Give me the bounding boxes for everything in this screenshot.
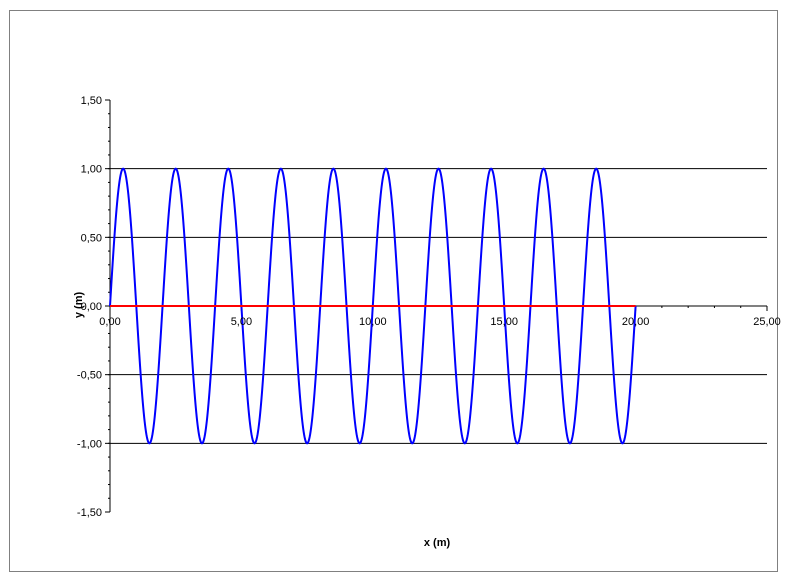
y-tick-label: 0,50 [81, 232, 102, 244]
y-tick-label: -1,50 [77, 507, 102, 519]
y-tick-label: -1,00 [77, 438, 102, 450]
x-tick-label: 0,00 [99, 316, 120, 328]
y-axis-title: y (m) [73, 292, 85, 319]
x-tick-label: 15,00 [490, 316, 518, 328]
x-tick-label: 10,00 [359, 316, 387, 328]
x-tick-label: 20,00 [622, 316, 650, 328]
x-axis-title: x (m) [424, 537, 451, 549]
x-tick-label: 5,00 [231, 316, 252, 328]
y-tick-label: 0,00 [81, 301, 102, 313]
y-tick-label: 1,00 [81, 164, 102, 176]
y-tick-label: 1,50 [81, 95, 102, 107]
chart-frame [9, 10, 778, 572]
y-tick-label: -0,50 [77, 370, 102, 382]
series-layer [109, 167, 637, 445]
x-tick-label: 25,00 [753, 316, 781, 328]
tick-labels: 1,50 1,00 0,50 0,00 -0,50 -1,00 -1,50 0,00 5,00 1… [77, 95, 781, 519]
